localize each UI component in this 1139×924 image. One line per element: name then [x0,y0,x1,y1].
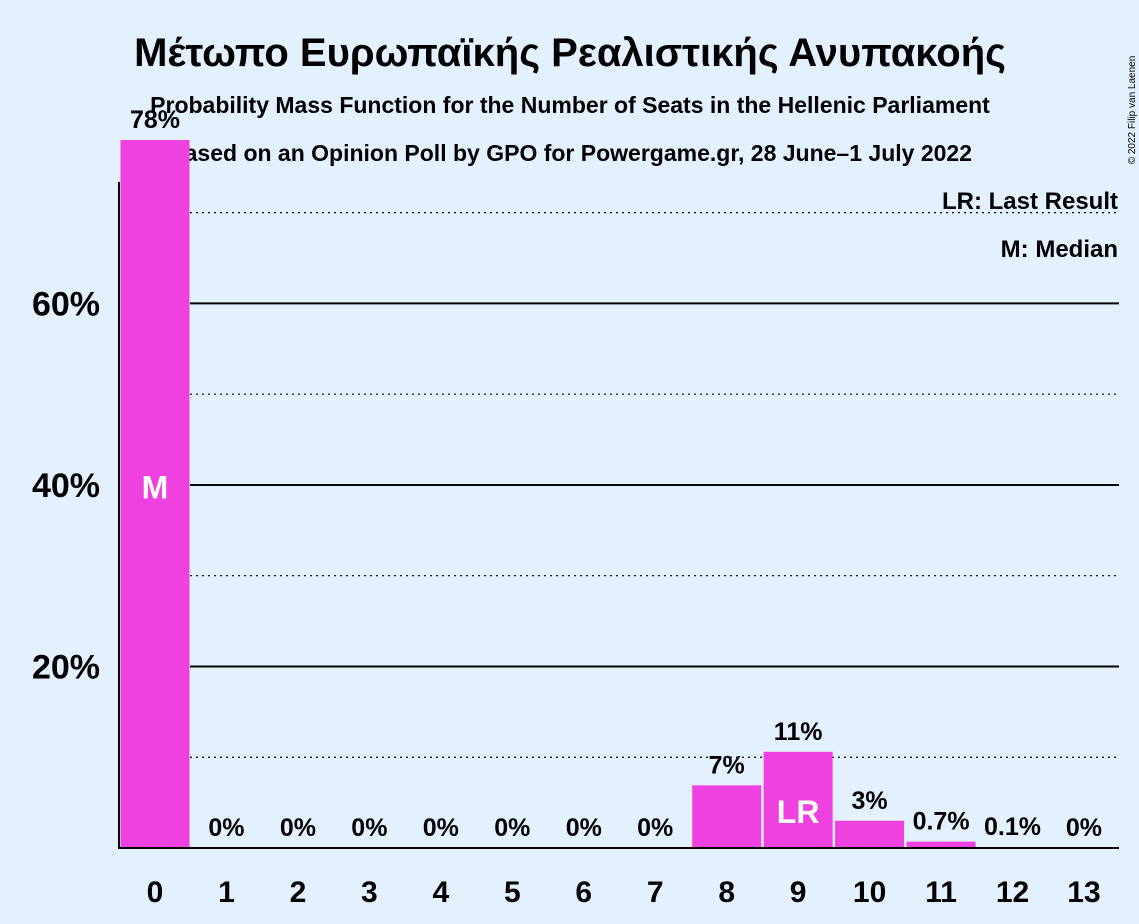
value-label-1: 0% [208,814,244,842]
value-label-10: 3% [852,787,888,815]
bar-0 [120,140,190,849]
value-label-5: 0% [494,814,530,842]
value-label-0: 78% [130,106,180,134]
chart-title: Μέτωπο Ευρωπαϊκής Ρεαλιστικής Ανυπακοής [134,31,1006,75]
x-tick-label-8: 8 [718,876,735,909]
bar-marker-lr: LR [777,794,820,830]
x-axis-ticks: 0 1 2 3 4 5 6 7 8 9 10 11 12 13 [147,876,1101,909]
legend-last-result: LR: Last Result [942,188,1118,215]
x-tick-label-6: 6 [575,876,592,909]
value-label-11: 0.7% [913,808,970,836]
y-tick-label-1: 40% [32,467,100,505]
bar-9 [763,751,833,848]
value-label-6: 0% [566,814,602,842]
value-label-7: 0% [637,814,673,842]
bar-8 [692,785,762,848]
x-tick-label-5: 5 [504,876,521,909]
value-label-13: 0% [1066,814,1102,842]
bar-11 [906,841,976,848]
value-label-4: 0% [423,814,459,842]
bars-group [120,140,1048,849]
value-label-2: 0% [280,814,316,842]
copyright-notice: © 2022 Filip van Laenen [1127,56,1138,165]
x-tick-label-1: 1 [218,876,235,909]
x-tick-label-12: 12 [996,876,1029,909]
grid-lines [190,212,1119,758]
chart-subtitle: Probability Mass Function for the Number… [150,92,990,118]
x-tick-label-3: 3 [361,876,378,909]
legend-median: M: Median [1001,236,1118,263]
x-tick-label-9: 9 [790,876,807,909]
x-tick-label-0: 0 [147,876,164,909]
x-tick-label-13: 13 [1067,876,1100,909]
y-axis-ticks: 20% 40% 60% [32,285,100,686]
x-tick-label-4: 4 [432,876,449,909]
bar-marker-m: M [142,470,169,506]
y-tick-label-2: 60% [32,285,100,323]
value-labels-group: 78% M 0% 0% 0% 0% 0% 0% 0% 7% 11% LR 3% 0.7% 0.1% 0% [130,106,1102,842]
y-tick-label-0: 20% [32,648,100,686]
bar-10 [835,820,905,848]
x-tick-label-7: 7 [647,876,664,909]
x-tick-label-10: 10 [853,876,886,909]
value-label-3: 0% [351,814,387,842]
value-label-12: 0.1% [984,813,1041,841]
value-label-9: 11% [774,718,823,746]
value-label-8: 7% [709,751,745,779]
x-tick-label-11: 11 [925,876,957,909]
chart-subtitle-source: Based on an Opinion Poll by GPO for Powe… [168,140,972,166]
x-tick-label-2: 2 [290,876,307,909]
